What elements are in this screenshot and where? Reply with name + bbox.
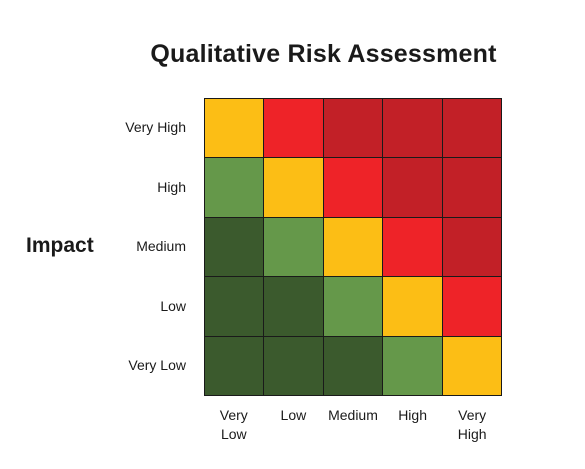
- heatmap-cell: [205, 217, 264, 277]
- heatmap-cell: [323, 277, 383, 336]
- heatmap-cell: [264, 158, 323, 217]
- y-tick-labels: Very High High Medium Low Very Low: [60, 98, 186, 396]
- y-axis-label: Impact: [26, 234, 94, 257]
- y-tick-label: Low: [160, 297, 186, 314]
- heatmap-cell: [264, 217, 323, 277]
- x-tick-label-line: Low: [280, 407, 307, 423]
- heatmap-cell: [383, 336, 442, 395]
- x-tick-label: Low: [264, 406, 324, 425]
- heatmap-cell: [264, 99, 323, 158]
- heatmap-cell: [383, 158, 442, 217]
- y-tick-label: High: [157, 178, 186, 195]
- heatmap-cell: [442, 277, 501, 336]
- y-tick-label: Very Low: [128, 357, 186, 374]
- x-tick-label: Very High: [442, 406, 502, 444]
- x-tick-label-line: Medium: [328, 407, 378, 423]
- heatmap-cell: [383, 277, 442, 336]
- heatmap-cell: [323, 158, 383, 217]
- heatmap-cell: [442, 336, 501, 395]
- x-tick-label-line: High: [457, 426, 487, 442]
- x-tick-label-line: Low: [220, 426, 247, 442]
- heatmap-cell: [442, 217, 501, 277]
- x-tick-label: Medium: [323, 406, 383, 425]
- y-tick-label: Medium: [136, 238, 186, 255]
- heatmap-cell: [205, 277, 264, 336]
- heatmap-cell: [264, 336, 323, 395]
- heatmap-cell: [205, 99, 264, 158]
- heatmap-cell: [264, 277, 323, 336]
- heatmap-cell: [323, 217, 383, 277]
- x-tick-labels: Very Low Low Medium High Very High: [204, 406, 502, 446]
- x-tick-label-line: Very: [458, 407, 487, 423]
- x-tick-label-line: High: [398, 407, 427, 423]
- x-tick-label-line: Very: [219, 407, 248, 423]
- heatmap-cell: [205, 158, 264, 217]
- x-tick-label: Very Low: [204, 406, 264, 444]
- heatmap-cell: [205, 336, 264, 395]
- risk-matrix: [204, 98, 502, 396]
- y-tick-label: Very High: [125, 119, 186, 135]
- heatmap-cell: [323, 99, 383, 158]
- x-tick-label: High: [383, 406, 443, 425]
- heatmap-cell: [323, 336, 383, 395]
- heatmap-cell: [383, 217, 442, 277]
- heatmap-cell: [383, 99, 442, 158]
- heatmap-cell: [442, 158, 501, 217]
- heatmap-cell: [442, 99, 501, 158]
- chart-title: Qualitative Risk Assessment: [150, 40, 497, 68]
